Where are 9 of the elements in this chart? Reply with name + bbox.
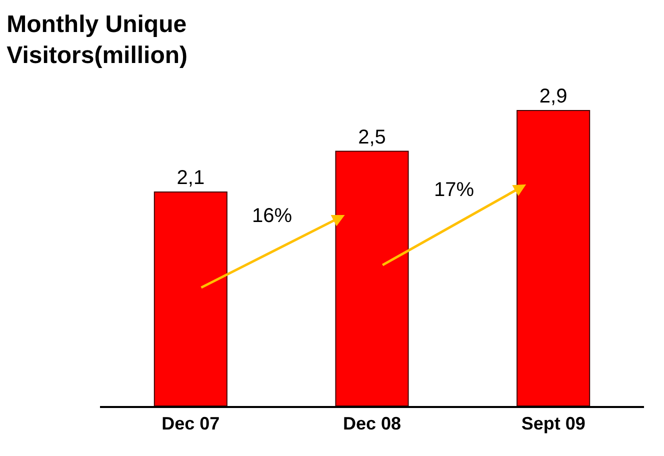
data-label: 2,1	[176, 167, 205, 190]
data-label: 2,5	[358, 126, 386, 148]
annotation: 17%	[434, 179, 474, 201]
data-label: 2,9	[539, 86, 568, 108]
x-tick-label: Dec 07	[162, 414, 220, 434]
chart-title: Monthly Unique Visitors(million)	[6, 10, 188, 70]
annotation: 16%	[252, 205, 292, 227]
x-tick-label: Dec 08	[342, 414, 402, 434]
x-tick-label: Sept 09	[521, 414, 586, 434]
